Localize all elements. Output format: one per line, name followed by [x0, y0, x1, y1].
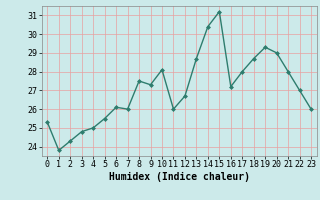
- X-axis label: Humidex (Indice chaleur): Humidex (Indice chaleur): [109, 172, 250, 182]
